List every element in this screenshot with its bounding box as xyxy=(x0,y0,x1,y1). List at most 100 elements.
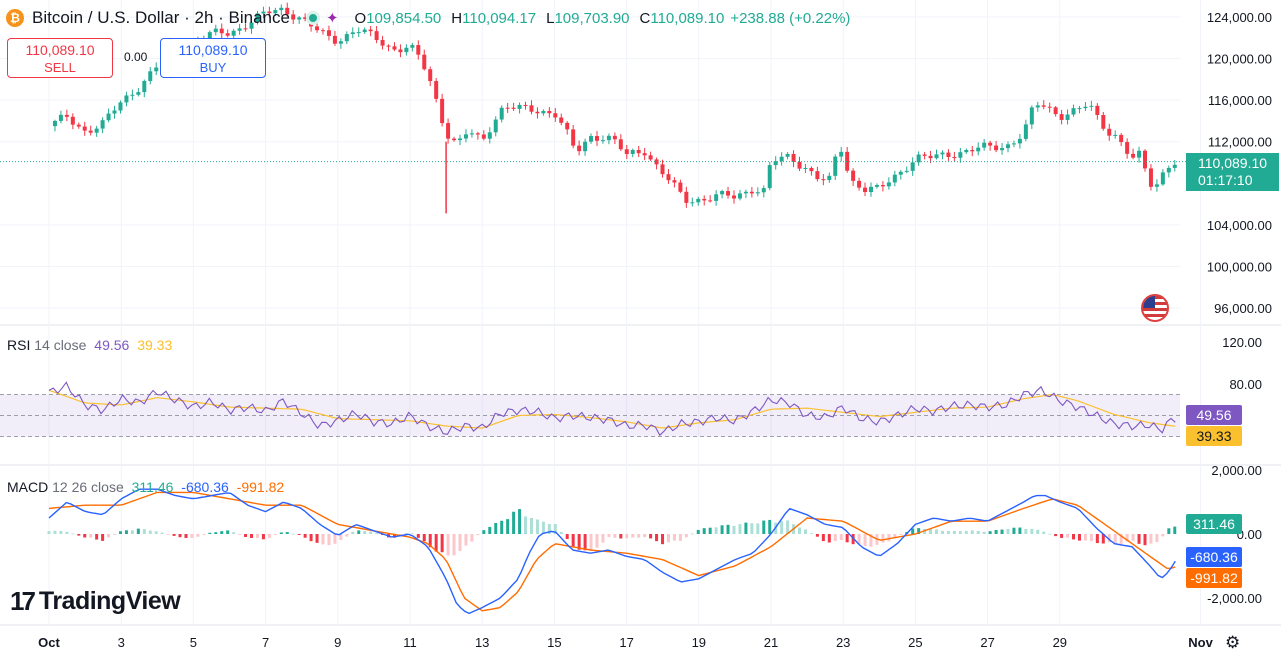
macd-hist-bar xyxy=(559,532,563,534)
candle-body xyxy=(946,152,951,158)
candle-body xyxy=(88,130,93,133)
macd-hist-bar xyxy=(1143,534,1147,546)
macd-name: MACD xyxy=(7,479,49,495)
candle-body xyxy=(1047,106,1052,108)
candle-body xyxy=(368,29,373,32)
candle-body xyxy=(904,170,909,172)
macd-signal-tag: -991.82 xyxy=(1186,568,1242,588)
macd-hist-bar xyxy=(571,534,575,547)
candle-body xyxy=(600,140,605,142)
buy-button[interactable]: 110,089.10 BUY xyxy=(160,38,266,78)
macd-tick-label: 2,000.00 xyxy=(1211,463,1262,478)
settings-icon[interactable]: ⚙ xyxy=(1225,633,1241,652)
macd-hist-bar xyxy=(1042,531,1046,534)
candle-body xyxy=(499,107,504,120)
x-tick-label: 13 xyxy=(475,635,489,650)
macd-hist-bar xyxy=(392,534,396,538)
low-value: 109,703.90 xyxy=(554,9,630,27)
candle-body xyxy=(791,153,796,162)
macd-hist-bar xyxy=(1036,529,1040,534)
candle-body xyxy=(469,133,474,135)
candle-body xyxy=(1059,114,1064,120)
candle-body xyxy=(118,102,123,111)
macd-hist-bar xyxy=(303,534,307,538)
candle-body xyxy=(440,98,445,124)
candle-body xyxy=(1035,105,1040,108)
macd-hist-bar xyxy=(964,530,968,534)
macd-hist-bar xyxy=(601,534,605,543)
candle-body xyxy=(213,28,218,33)
macd-hist-bar xyxy=(202,534,206,535)
macd-hist-bar xyxy=(1107,534,1111,543)
candle-body xyxy=(726,191,731,196)
x-tick-label: 19 xyxy=(692,635,706,650)
sell-price: 110,089.10 xyxy=(25,42,95,58)
macd-hist-bar xyxy=(535,519,539,534)
macd-hist-bar xyxy=(583,534,587,551)
last-price: 110,089.10 xyxy=(1198,155,1268,171)
rsi-name: RSI xyxy=(7,337,31,353)
candle-body xyxy=(749,191,754,194)
macd-hist-bar xyxy=(166,534,170,535)
macd-hist-bar xyxy=(911,528,915,534)
macd-hist-bar xyxy=(524,516,528,534)
sell-label: SELL xyxy=(44,60,76,75)
macd-hist-bar xyxy=(1024,528,1028,534)
macd-hist-bar xyxy=(958,531,962,534)
macd-hist-bar xyxy=(250,534,254,538)
macd-hist-tag: 311.46 xyxy=(1186,514,1242,534)
candle-body xyxy=(559,117,564,123)
macd-hist-bar xyxy=(267,534,271,538)
macd-hist-bar xyxy=(327,534,331,546)
macd-hist-bar xyxy=(95,534,99,540)
macd-hist-bar xyxy=(899,534,903,535)
macd-hist-bar xyxy=(619,534,623,539)
symbol-title[interactable]: Bitcoin / U.S. Dollar · 2h · Binance xyxy=(32,8,290,27)
candle-body xyxy=(940,152,945,155)
candle-body xyxy=(797,161,802,169)
macd-hist-bar xyxy=(1089,534,1093,542)
x-tick-label: 7 xyxy=(262,635,269,650)
candle-body xyxy=(976,147,981,152)
macd-hist-bar xyxy=(416,534,420,538)
macd-hist-bar xyxy=(923,528,927,534)
macd-tick-label: 0.00 xyxy=(1237,527,1262,542)
rsi-legend[interactable]: RSI 14 close 49.56 39.33 xyxy=(7,337,172,353)
macd-hist-bar xyxy=(952,530,956,534)
sell-button[interactable]: 110,089.10 SELL xyxy=(7,38,113,78)
macd-hist-bar xyxy=(398,534,402,536)
open-label: O xyxy=(354,9,367,27)
candle-body xyxy=(892,174,897,183)
candle-body xyxy=(1131,153,1136,158)
candle-body xyxy=(386,45,391,47)
candle-body xyxy=(863,187,868,193)
macd-hist-bar xyxy=(351,531,355,534)
candle-body xyxy=(1160,172,1165,185)
candle-body xyxy=(714,194,719,201)
macd-hist-bar xyxy=(446,534,450,556)
rsi-value: 49.56 xyxy=(94,337,130,353)
macd-hist-bar xyxy=(71,533,75,535)
x-tick-label: 29 xyxy=(1053,635,1067,650)
us-flag-icon[interactable] xyxy=(1141,294,1169,322)
close-label: C xyxy=(639,9,651,27)
candle-body xyxy=(952,157,957,159)
macd-hist-bar xyxy=(1161,534,1165,537)
macd-hist-bar xyxy=(726,524,730,534)
macd-hist-bar xyxy=(357,530,361,534)
high-label: H xyxy=(451,9,463,27)
candle-body xyxy=(243,28,248,30)
macd-hist-bar xyxy=(762,520,766,534)
macd-legend[interactable]: MACD 12 26 close 311.46 -680.36 -991.82 xyxy=(7,479,284,495)
candle-body xyxy=(1125,142,1130,154)
share-icon[interactable]: ✦ xyxy=(325,10,339,27)
macd-hist-bar xyxy=(672,534,676,541)
candle-body xyxy=(261,11,266,14)
candle-body xyxy=(416,45,421,55)
market-open-icon xyxy=(305,11,320,25)
macd-hist-bar xyxy=(1006,528,1010,534)
candle-body xyxy=(1154,184,1159,187)
macd-line-value: -680.36 xyxy=(181,479,229,495)
tradingview-logo[interactable]: 17 TradingView xyxy=(10,586,181,617)
